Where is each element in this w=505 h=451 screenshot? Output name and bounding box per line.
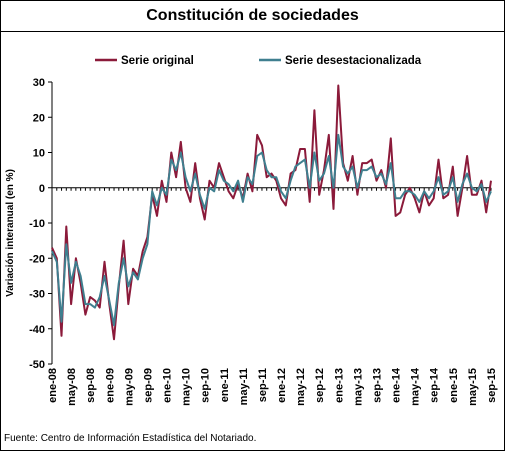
source-note: Fuente: Centro de Información Estadístic… xyxy=(4,433,257,444)
x-tick-label: ene-15 xyxy=(448,368,460,403)
x-tick-label: sep-13 xyxy=(371,368,383,403)
x-tick-label: may-08 xyxy=(66,368,78,406)
x-tick-label: ene-10 xyxy=(162,368,174,403)
series-line-original xyxy=(51,84,492,341)
x-tick-label: may-14 xyxy=(410,367,422,406)
x-tick-label: ene-13 xyxy=(333,368,345,403)
x-tick-label: sep-14 xyxy=(429,367,441,403)
x-tick-label: ene-09 xyxy=(104,368,116,403)
x-tick-label: sep-08 xyxy=(85,368,97,403)
y-axis-label: Variación interanual (en %) xyxy=(5,169,16,297)
x-tick-label: may-11 xyxy=(238,368,250,405)
x-tick-label: may-09 xyxy=(123,368,135,406)
series-layer xyxy=(51,84,492,341)
x-tick-label: may-10 xyxy=(181,368,193,406)
chart-title: Constitución de sociedades xyxy=(146,7,359,24)
y-tick-label: -50 xyxy=(29,359,45,371)
y-tick-label: 0 xyxy=(39,183,45,195)
x-tick-label: may-12 xyxy=(295,368,307,406)
x-tick-label: ene-14 xyxy=(391,367,403,403)
x-tick-label: sep-10 xyxy=(200,368,212,403)
x-tick-label: ene-11 xyxy=(219,368,231,402)
x-tick-label: may-15 xyxy=(467,368,479,406)
series-line-seasonally-adjusted xyxy=(51,133,492,327)
x-tick-label: ene-08 xyxy=(47,368,59,403)
legend-label: Serie desestacionalizada xyxy=(285,55,422,67)
y-tick-label: 10 xyxy=(33,148,45,160)
x-tick-label: sep-12 xyxy=(314,368,326,403)
legend: Serie original Serie desestacionalizada xyxy=(95,55,422,67)
x-tick-label: sep-09 xyxy=(142,368,154,403)
y-tick-label: 30 xyxy=(33,77,45,89)
x-tick-label: sep-15 xyxy=(486,368,498,403)
y-tick-label: -30 xyxy=(29,289,45,301)
y-tick-label: -40 xyxy=(29,324,45,336)
x-tick-label: may-13 xyxy=(352,368,364,406)
x-tick-label: ene-12 xyxy=(276,368,288,403)
x-tick-label: sep-11 xyxy=(257,368,269,402)
y-axis: 30 20 10 0 -10 -20 -30 -40 -50 xyxy=(29,77,53,371)
y-tick-label: -20 xyxy=(29,253,45,265)
legend-label: Serie original xyxy=(121,55,194,67)
title-bar: Constitución de sociedades xyxy=(1,1,504,32)
y-tick-label: -10 xyxy=(29,218,45,230)
y-tick-label: 20 xyxy=(33,112,45,124)
line-chart: Serie original Serie desestacionalizada 3… xyxy=(5,55,498,406)
x-axis: ene-08 may-08 sep-08 ene-09 may-09 sep-09 ene-… xyxy=(47,187,498,406)
